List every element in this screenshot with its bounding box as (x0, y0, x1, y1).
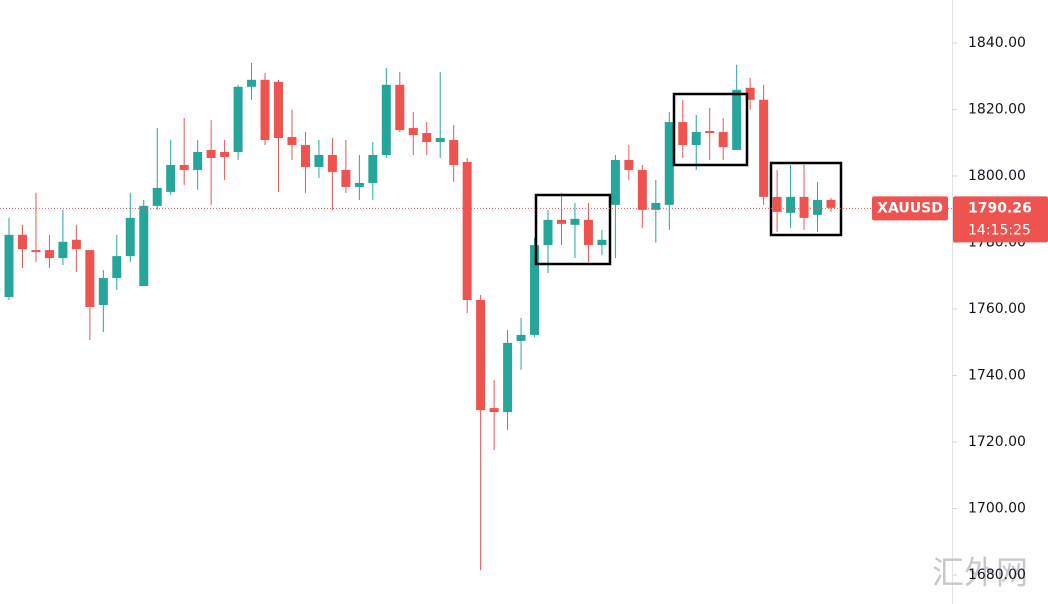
candle-body (85, 250, 95, 307)
candle-body (193, 151, 203, 170)
last-price-label: 1790.26 (968, 200, 1032, 216)
candle-body (516, 334, 526, 341)
candle-body (58, 241, 68, 259)
candle-body (300, 145, 310, 167)
candle-body (354, 182, 364, 187)
candle-body (745, 87, 755, 100)
candle-body (314, 154, 324, 167)
candle-body (476, 300, 486, 411)
candle-body (260, 79, 270, 141)
price-badge (953, 196, 1048, 243)
watermark: 汇外网 (932, 554, 1028, 592)
y-tick-label: 1760.00 (968, 301, 1026, 317)
candle-body (462, 161, 472, 301)
candle-body (179, 164, 189, 170)
y-tick-label: 1840.00 (968, 35, 1026, 51)
candle-body (139, 205, 149, 287)
candle-body (408, 128, 418, 136)
candle-body (637, 169, 647, 210)
y-tick-label: 1820.00 (968, 101, 1026, 117)
candle-body (718, 132, 728, 148)
candle-body (570, 218, 580, 225)
box (769, 161, 843, 237)
candle-body (543, 219, 553, 246)
candle-body (732, 89, 742, 151)
candle-body (112, 256, 122, 279)
candle-body (786, 196, 796, 213)
candle-body (152, 187, 162, 206)
symbol-badge (872, 196, 948, 221)
y-tick-label: 1700.00 (968, 501, 1026, 517)
box (534, 193, 612, 266)
candle-body (233, 86, 243, 152)
candle-body (556, 219, 566, 224)
candle-body (166, 164, 176, 192)
candle-body (503, 342, 513, 413)
candle-body (44, 250, 54, 259)
candle-body (826, 199, 836, 208)
candle-body (274, 81, 284, 139)
candle-body (368, 154, 378, 183)
candle-body (530, 245, 540, 335)
candle-body (395, 84, 405, 131)
candle-body (4, 234, 14, 298)
candles (4, 62, 836, 571)
candle-body (17, 234, 27, 250)
candle-body (98, 278, 108, 305)
candle-body (664, 122, 674, 205)
candle-body (31, 250, 41, 253)
candle-body (435, 138, 445, 143)
candle-body (583, 219, 593, 246)
candle-body (813, 199, 823, 215)
candle-body (71, 239, 81, 250)
candle-body (327, 154, 337, 172)
candle-body (759, 99, 769, 197)
candle-body (125, 217, 135, 257)
candle-body (799, 196, 809, 218)
candle-body (597, 239, 607, 246)
candle-body (651, 202, 661, 210)
candle-body (705, 131, 715, 134)
y-tick-label: 1720.00 (968, 434, 1026, 450)
candle-body (489, 408, 499, 413)
candle-body (381, 84, 391, 155)
y-tick-label: 1740.00 (968, 368, 1026, 384)
box (672, 92, 749, 167)
symbol-label: XAUUSD (877, 200, 943, 216)
candle-body (624, 159, 634, 170)
candle-body (772, 196, 782, 212)
candle-body (449, 140, 459, 165)
countdown-label: 14:15:25 (968, 222, 1031, 238)
candle-body (247, 79, 257, 87)
y-tick-label: 1680.00 (968, 567, 1026, 583)
annotation-boxes (534, 92, 843, 266)
candle-body (678, 122, 688, 146)
candle-body (691, 132, 701, 146)
candle-body (610, 159, 620, 205)
y-tick-label: 1800.00 (968, 168, 1026, 184)
candle-body (220, 151, 230, 157)
candle-body (422, 133, 432, 143)
candle-body (287, 137, 297, 146)
candle-body (206, 150, 216, 158)
candle-body (341, 169, 351, 187)
